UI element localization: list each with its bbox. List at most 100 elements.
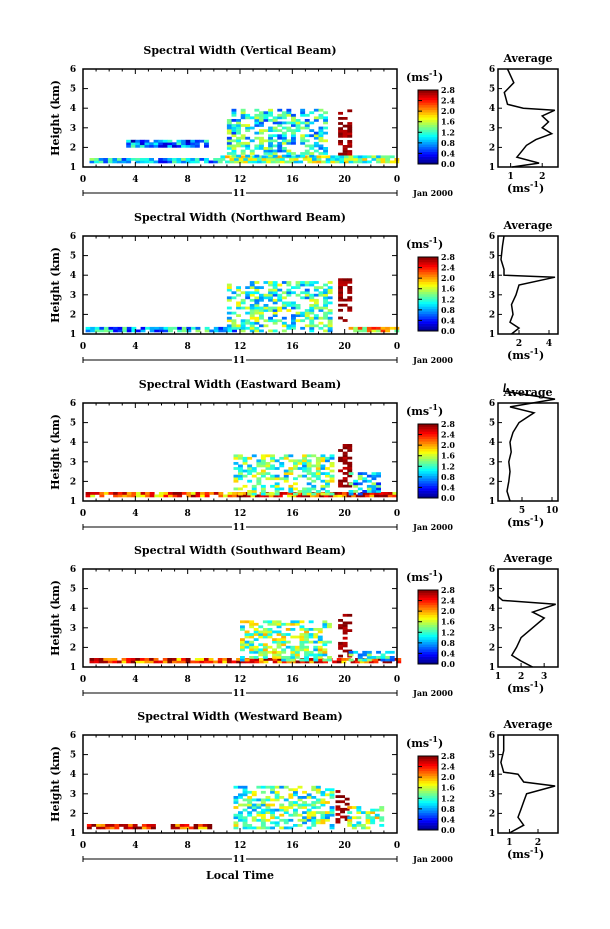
heatmap-cell [338, 654, 343, 658]
heatmap-cell [338, 283, 343, 287]
heatmap-cell [276, 640, 282, 644]
heatmap-cell [172, 326, 178, 330]
colorbar-frame [417, 589, 439, 665]
heatmap-cell [329, 808, 335, 812]
heatmap-cell [117, 326, 123, 330]
colorbar-segment [418, 313, 438, 317]
heatmap-cell [361, 811, 366, 814]
heatmap-cell [270, 160, 276, 164]
heatmap-cell [281, 149, 287, 153]
heatmap-cell [163, 329, 169, 333]
heatmap-cell [245, 319, 251, 323]
heatmap-cell [181, 158, 186, 161]
average-y-tick-label: 4 [489, 770, 495, 780]
heatmap-cell [140, 326, 146, 330]
heatmap-cell [347, 296, 353, 299]
heatmap-cell [297, 467, 303, 470]
heatmap-cell [309, 321, 315, 325]
heatmap-cell [329, 806, 335, 809]
heatmap-cell [135, 158, 141, 161]
heatmap-cell [270, 813, 275, 817]
colorbar-tick-label: 2.0 [441, 606, 455, 616]
heatmap-cell [247, 824, 253, 827]
y-tick-label: 1 [70, 163, 76, 173]
heatmap-cell [245, 147, 251, 150]
heatmap-cell [306, 793, 312, 797]
heatmap-cell [236, 660, 241, 664]
heatmap-cell [270, 811, 275, 814]
heatmap-cell [320, 813, 326, 817]
heatmap-cell [325, 490, 330, 493]
heatmap-cell [309, 281, 315, 284]
heatmap-cell [313, 314, 319, 317]
heatmap-cell [149, 658, 154, 661]
heatmap-cell [233, 785, 239, 789]
heatmap-cell [348, 650, 354, 654]
heatmap-cell [251, 808, 257, 812]
heatmap-cell [270, 464, 275, 468]
heatmap-cell [259, 116, 264, 120]
heatmap-cell [254, 660, 260, 664]
heatmap-cell [264, 494, 270, 498]
heatmap-cell [338, 132, 343, 136]
heatmap-cell [242, 456, 248, 460]
heatmap-cell [240, 111, 246, 115]
heatmap-cell [263, 149, 269, 153]
heatmap-cell [342, 444, 348, 447]
heatmap-cell [158, 660, 164, 664]
colorbar-segment [418, 807, 438, 811]
heatmap-cell [383, 494, 389, 498]
heatmap-cell [233, 487, 239, 491]
heatmap-cell [254, 309, 260, 312]
colorbar-frame [417, 755, 439, 831]
heatmap-cell [259, 296, 264, 300]
heatmap-cell [338, 619, 343, 622]
heatmap-cell [259, 309, 264, 312]
heatmap-cell [209, 492, 215, 495]
heatmap-cell [263, 309, 269, 312]
heatmap-cell [85, 329, 91, 333]
heatmap-cell [130, 139, 136, 143]
heatmap-cell [338, 469, 343, 473]
y-tick-label: 1 [70, 663, 76, 673]
heatmap-cells [89, 108, 400, 164]
heatmap-cell [315, 490, 321, 493]
colorbar-segment [418, 825, 438, 828]
heatmap-cell [281, 136, 287, 140]
heatmap-cell [357, 487, 363, 491]
heatmap-cell [309, 152, 315, 155]
heatmap-cell [340, 807, 345, 811]
heatmap-cell [279, 462, 285, 465]
heatmap-cell [236, 658, 241, 661]
heatmap-cell [325, 793, 330, 797]
heatmap-cell [244, 630, 250, 634]
heatmap-cell [286, 154, 292, 158]
heatmap-cell [338, 111, 343, 115]
heatmap-cell [311, 806, 317, 809]
heatmap-cell [347, 466, 353, 470]
heatmap-cell [132, 824, 138, 827]
heatmap-cell [274, 484, 280, 488]
heatmap-cell [347, 142, 353, 146]
heatmap-cell [238, 803, 243, 807]
heatmap-cell [313, 136, 319, 140]
heatmap-cell [90, 326, 96, 330]
heatmap-cell [304, 633, 309, 636]
heatmap-cell [334, 155, 340, 159]
heatmap-cell [231, 296, 237, 300]
heatmap-cell [293, 464, 298, 468]
heatmap-cell [279, 826, 285, 830]
heatmap-cell [276, 643, 282, 647]
heatmap-cell [226, 319, 232, 323]
heatmap-cell [242, 462, 248, 465]
heatmap-cell [267, 645, 273, 649]
heatmap-cell [315, 477, 321, 481]
heatmap-cell [94, 326, 100, 330]
average-x-unit: (ms-1) [507, 346, 544, 362]
heatmap-cell [263, 116, 269, 120]
heatmap-cell [204, 144, 209, 148]
heatmap-cell [287, 492, 292, 495]
heatmap-cell [240, 638, 245, 641]
heatmap-cell [208, 160, 214, 164]
heatmap-cell [347, 308, 353, 312]
